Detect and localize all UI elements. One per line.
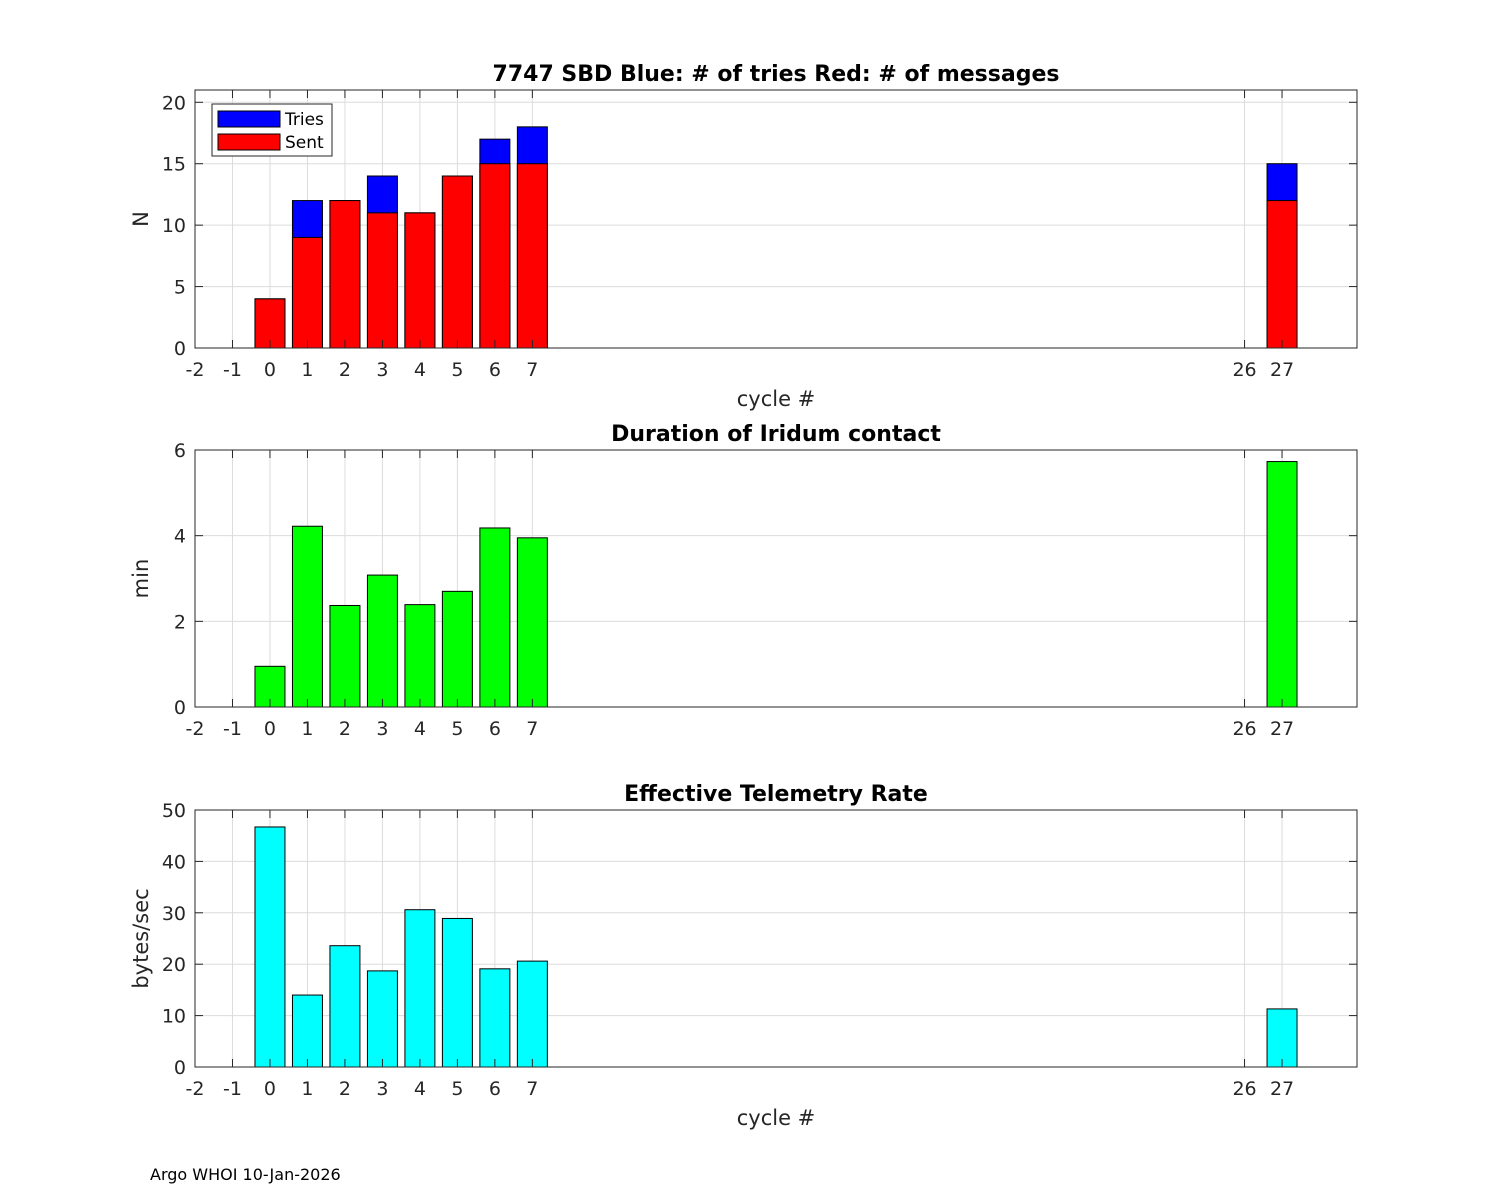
chart1-ytick-label: 15	[162, 154, 186, 176]
chart1-bar-sent	[1266, 200, 1298, 349]
chart3-ytick-label: 30	[162, 903, 186, 925]
chart2-axes-box	[194, 449, 1358, 708]
footer-text: Argo WHOI 10-Jan-2026	[150, 1165, 341, 1184]
chart2-ytick-label: 0	[174, 697, 186, 719]
chart3-bar	[516, 960, 548, 1068]
chart1-xlabel: cycle #	[737, 387, 816, 411]
chart3-bar	[441, 917, 473, 1068]
chart3-bar	[1266, 1008, 1298, 1068]
chart1-ytick-label: 0	[174, 338, 186, 360]
chart3-bar	[404, 909, 436, 1068]
chart1-xtick-label: 26	[1232, 359, 1256, 381]
chart2-bar	[329, 604, 361, 708]
chart1-xtick-label: 0	[264, 359, 276, 381]
chart3-xtick-label: 2	[339, 1078, 351, 1100]
chart1-xtick-label: -2	[186, 359, 205, 381]
chart3-xtick-label: -2	[186, 1078, 205, 1100]
chart2-ytick-label: 2	[174, 611, 186, 633]
chart1-xtick-label: 3	[376, 359, 388, 381]
chart3-xtick-label: 7	[526, 1078, 538, 1100]
chart3-xtick-label: 27	[1270, 1078, 1294, 1100]
chart3-bar	[291, 994, 323, 1068]
chart1-xtick-label: 1	[301, 359, 313, 381]
chart1-bar-sent	[479, 163, 511, 349]
chart3-group	[194, 809, 1358, 1068]
chart2-bar	[404, 604, 436, 708]
chart2-xtick-label: 0	[264, 718, 276, 740]
chart2-xtick-label: 2	[339, 718, 351, 740]
chart1-ytick-label: 20	[162, 92, 186, 114]
chart3-bar	[254, 826, 286, 1068]
chart3-xtick-label: 4	[414, 1078, 426, 1100]
chart2-xtick-label: -2	[186, 718, 205, 740]
chart2-bar	[516, 537, 548, 708]
chart1-xtick-label: 5	[451, 359, 463, 381]
chart1-xtick-label: 27	[1270, 359, 1294, 381]
chart2-bar	[479, 527, 511, 708]
chart2-xtick-label: 7	[526, 718, 538, 740]
chart1-legend-label-sent: Sent	[285, 133, 324, 153]
chart3-xtick-label: 26	[1232, 1078, 1256, 1100]
chart1-bar-sent	[329, 200, 361, 349]
chart2-xtick-label: 5	[451, 718, 463, 740]
chart1-group	[194, 89, 1358, 349]
chart3-xtick-label: -1	[223, 1078, 242, 1100]
chart1-bar-sent	[404, 212, 436, 349]
chart1-bar-sent	[366, 212, 398, 349]
chart2-group	[194, 449, 1358, 708]
chart3-axes-box	[194, 809, 1358, 1068]
chart2-bar	[1266, 461, 1298, 708]
chart2-xtick-label: 1	[301, 718, 313, 740]
chart2-bar	[366, 574, 398, 708]
chart2-ytick-label: 6	[174, 440, 186, 462]
chart1-bar-sent	[254, 298, 286, 349]
chart2-xtick-label: 4	[414, 718, 426, 740]
chart1-ytick-label: 10	[162, 215, 186, 237]
chart2-xtick-label: 27	[1270, 718, 1294, 740]
chart3-ytick-label: 20	[162, 954, 186, 976]
chart2-xtick-label: 6	[489, 718, 501, 740]
chart2-bar	[441, 590, 473, 708]
chart1-legend	[211, 103, 333, 157]
chart3-ytick-label: 10	[162, 1006, 186, 1028]
chart1-ylabel: N	[129, 211, 153, 227]
chart3-xtick-label: 1	[301, 1078, 313, 1100]
chart1-legend-label-tries: Tries	[284, 110, 324, 130]
chart3-xtick-label: 3	[376, 1078, 388, 1100]
chart1-xtick-label: 6	[489, 359, 501, 381]
chart2-ylabel: min	[129, 559, 153, 599]
chart3-bar	[329, 945, 361, 1068]
chart1-bar-sent	[441, 175, 473, 349]
chart3-title: Effective Telemetry Rate	[624, 782, 928, 807]
chart3-xlabel: cycle #	[737, 1106, 816, 1130]
chart2-ytick-label: 4	[174, 526, 186, 548]
chart3-ylabel: bytes/sec	[129, 888, 153, 988]
chart1-legend-swatch-sent	[217, 133, 281, 151]
chart3-ytick-label: 40	[162, 851, 186, 873]
chart1-axes-box	[194, 89, 1358, 349]
chart2-xtick-label: -1	[223, 718, 242, 740]
chart2-xtick-label: 26	[1232, 718, 1256, 740]
chart3-bar	[479, 968, 511, 1068]
chart2-xtick-label: 3	[376, 718, 388, 740]
chart1-xtick-label: 4	[414, 359, 426, 381]
chart3-ytick-label: 50	[162, 800, 186, 822]
chart1-bar-sent	[291, 236, 323, 349]
chart2-bar	[291, 525, 323, 708]
chart3-xtick-label: 6	[489, 1078, 501, 1100]
chart3-ytick-label: 0	[174, 1057, 186, 1079]
chart1-ytick-label: 5	[174, 277, 186, 299]
chart3-bar	[366, 970, 398, 1068]
chart3-xtick-label: 0	[264, 1078, 276, 1100]
chart1-title: 7747 SBD Blue: # of tries Red: # of mess…	[493, 62, 1060, 87]
chart1-legend-swatch-tries	[217, 110, 281, 128]
chart2-title: Duration of Iridum contact	[611, 422, 941, 447]
chart3-xtick-label: 5	[451, 1078, 463, 1100]
chart1-xtick-label: 2	[339, 359, 351, 381]
chart1-bar-sent	[516, 163, 548, 349]
chart1-xtick-label: 7	[526, 359, 538, 381]
chart1-xtick-label: -1	[223, 359, 242, 381]
